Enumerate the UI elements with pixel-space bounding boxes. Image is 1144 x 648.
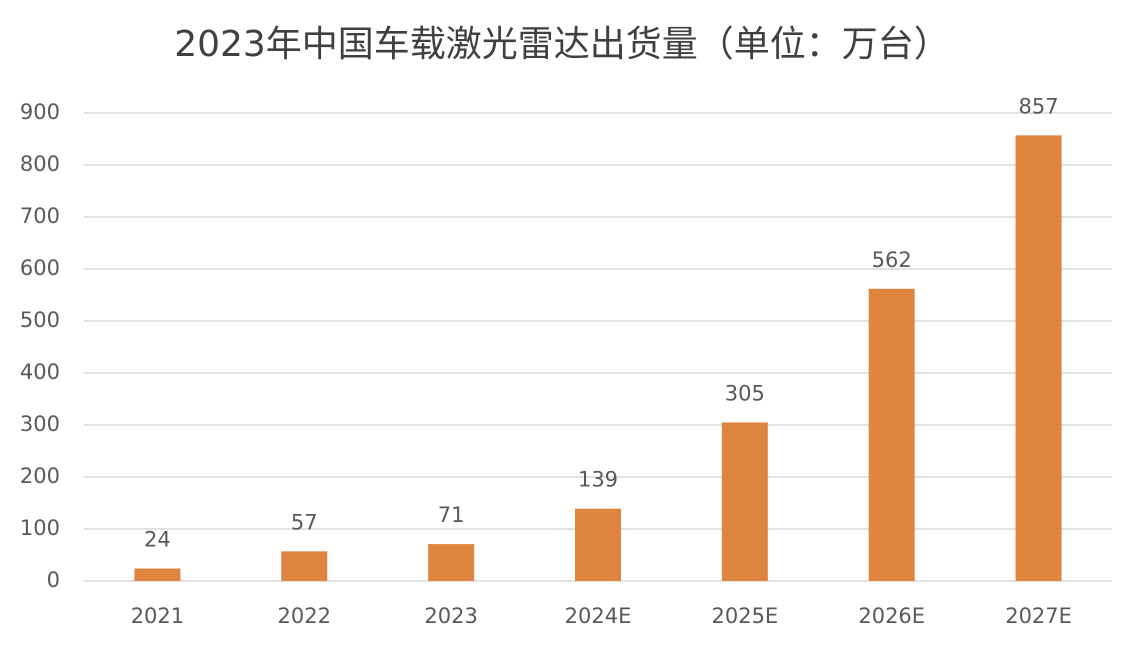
data-label: 562 xyxy=(872,248,912,272)
bar xyxy=(1015,135,1062,582)
data-label: 71 xyxy=(438,503,465,527)
x-tick-label: 2022 xyxy=(278,604,331,628)
x-tick-label: 2024E xyxy=(565,604,632,628)
data-label: 24 xyxy=(144,528,171,552)
data-label: 305 xyxy=(725,381,765,405)
y-tick-label: 200 xyxy=(20,464,60,488)
x-tick-label: 2025E xyxy=(711,604,778,628)
bar xyxy=(575,508,621,581)
bar xyxy=(281,551,328,581)
bar xyxy=(868,288,915,581)
data-label: 139 xyxy=(578,468,618,492)
chart-title: 2023年中国车载激光雷达出货量（单位：万台） xyxy=(174,24,950,65)
y-tick-label: 700 xyxy=(20,204,60,228)
x-tick-label: 2023 xyxy=(424,604,477,628)
y-tick-label: 0 xyxy=(47,568,60,592)
x-tick-label: 2026E xyxy=(858,604,925,628)
x-tick-label: 2027E xyxy=(1005,604,1072,628)
y-tick-label: 100 xyxy=(20,516,60,540)
y-tick-label: 500 xyxy=(20,308,60,332)
y-tick-label: 800 xyxy=(20,152,60,176)
y-tick-label: 400 xyxy=(20,360,60,384)
y-tick-label: 600 xyxy=(20,256,60,280)
x-tick-label: 2021 xyxy=(131,604,184,628)
data-label: 57 xyxy=(291,510,318,534)
y-tick-label: 900 xyxy=(20,100,60,124)
data-label: 857 xyxy=(1019,94,1059,118)
y-tick-label: 300 xyxy=(20,412,60,436)
bar xyxy=(428,544,475,581)
bar xyxy=(134,568,181,581)
bar xyxy=(721,422,768,581)
